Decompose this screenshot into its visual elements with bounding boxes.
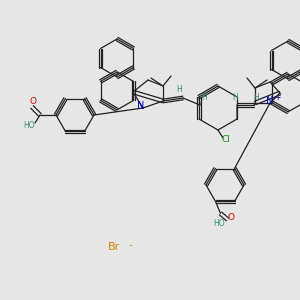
Text: +: + bbox=[274, 92, 280, 101]
Text: -: - bbox=[126, 241, 132, 250]
Text: O: O bbox=[228, 213, 235, 222]
Text: O: O bbox=[29, 97, 37, 106]
Text: H: H bbox=[232, 92, 238, 101]
Text: H: H bbox=[201, 92, 207, 101]
Text: N: N bbox=[266, 96, 274, 106]
Text: H: H bbox=[253, 92, 259, 101]
Text: N: N bbox=[137, 101, 145, 111]
Text: H: H bbox=[176, 85, 182, 94]
Text: Cl: Cl bbox=[222, 136, 230, 145]
Text: HO: HO bbox=[214, 219, 225, 228]
Text: HO: HO bbox=[23, 122, 35, 130]
Text: Br: Br bbox=[108, 242, 120, 253]
